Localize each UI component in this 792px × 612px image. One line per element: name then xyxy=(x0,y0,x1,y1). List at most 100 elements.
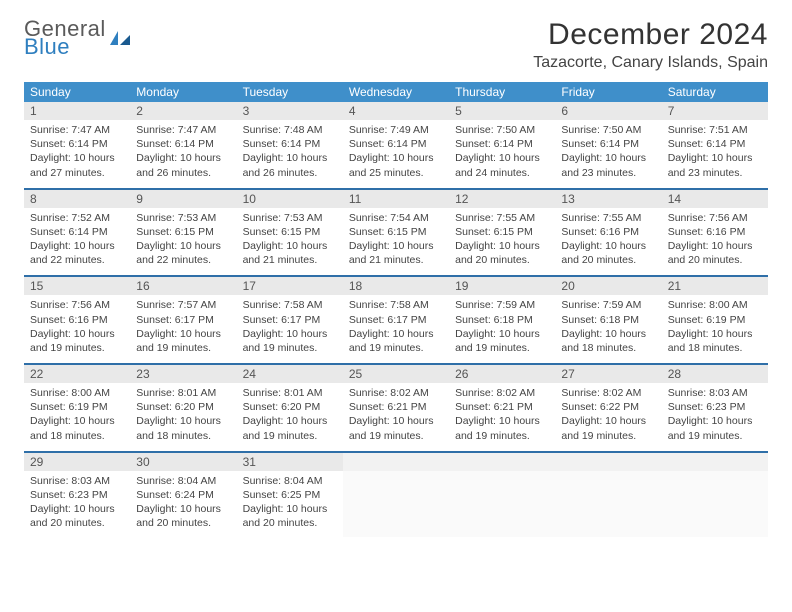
week-row: 1Sunrise: 7:47 AMSunset: 6:14 PMDaylight… xyxy=(24,102,768,189)
dow-label: Monday xyxy=(136,85,179,99)
day-number: 12 xyxy=(449,190,555,208)
sails-icon xyxy=(108,29,132,47)
daylight-line: Daylight: 10 hours and 19 minutes. xyxy=(349,414,443,442)
day-number xyxy=(555,453,661,471)
sunrise-line: Sunrise: 8:02 AM xyxy=(349,386,443,400)
sunrise-line: Sunrise: 7:52 AM xyxy=(30,211,124,225)
sunset-line: Sunset: 6:17 PM xyxy=(349,313,443,327)
day-number: 9 xyxy=(130,190,236,208)
daylight-line: Daylight: 10 hours and 20 minutes. xyxy=(243,502,337,530)
day-cell: 6Sunrise: 7:50 AMSunset: 6:14 PMDaylight… xyxy=(555,102,661,189)
day-cell: 28Sunrise: 8:03 AMSunset: 6:23 PMDayligh… xyxy=(662,364,768,452)
day-number: 1 xyxy=(24,102,130,120)
sunset-line: Sunset: 6:22 PM xyxy=(561,400,655,414)
day-cell: 7Sunrise: 7:51 AMSunset: 6:14 PMDaylight… xyxy=(662,102,768,189)
sunrise-line: Sunrise: 7:47 AM xyxy=(30,123,124,137)
day-number xyxy=(449,453,555,471)
day-cell: 31Sunrise: 8:04 AMSunset: 6:25 PMDayligh… xyxy=(237,452,343,539)
day-number: 3 xyxy=(237,102,343,120)
week-row: 15Sunrise: 7:56 AMSunset: 6:16 PMDayligh… xyxy=(24,276,768,364)
title-block: December 2024 Tazacorte, Canary Islands,… xyxy=(533,18,768,72)
sunset-line: Sunset: 6:16 PM xyxy=(30,313,124,327)
dow-row: SundayMondayTuesdayWednesdayThursdayFrid… xyxy=(24,82,768,102)
day-number: 28 xyxy=(662,365,768,383)
daylight-line: Daylight: 10 hours and 19 minutes. xyxy=(349,327,443,355)
day-body: Sunrise: 7:53 AMSunset: 6:15 PMDaylight:… xyxy=(130,208,236,276)
sunset-line: Sunset: 6:14 PM xyxy=(243,137,337,151)
dow-label: Thursday xyxy=(455,85,505,99)
sunrise-line: Sunrise: 8:04 AM xyxy=(243,474,337,488)
day-cell: 29Sunrise: 8:03 AMSunset: 6:23 PMDayligh… xyxy=(24,452,130,539)
sunset-line: Sunset: 6:23 PM xyxy=(30,488,124,502)
day-number: 25 xyxy=(343,365,449,383)
day-body: Sunrise: 7:50 AMSunset: 6:14 PMDaylight:… xyxy=(449,120,555,188)
sunset-line: Sunset: 6:20 PM xyxy=(136,400,230,414)
sunrise-line: Sunrise: 7:50 AM xyxy=(455,123,549,137)
day-number: 18 xyxy=(343,277,449,295)
sunset-line: Sunset: 6:15 PM xyxy=(136,225,230,239)
day-body: Sunrise: 8:02 AMSunset: 6:21 PMDaylight:… xyxy=(449,383,555,451)
day-body: Sunrise: 7:47 AMSunset: 6:14 PMDaylight:… xyxy=(130,120,236,188)
sunrise-line: Sunrise: 7:58 AM xyxy=(243,298,337,312)
dow-cell: Wednesday xyxy=(343,82,449,102)
day-body: Sunrise: 7:59 AMSunset: 6:18 PMDaylight:… xyxy=(555,295,661,363)
day-cell: 1Sunrise: 7:47 AMSunset: 6:14 PMDaylight… xyxy=(24,102,130,189)
daylight-line: Daylight: 10 hours and 26 minutes. xyxy=(243,151,337,179)
sunset-line: Sunset: 6:14 PM xyxy=(349,137,443,151)
daylight-line: Daylight: 10 hours and 21 minutes. xyxy=(349,239,443,267)
day-cell: 27Sunrise: 8:02 AMSunset: 6:22 PMDayligh… xyxy=(555,364,661,452)
day-body xyxy=(449,471,555,537)
sunset-line: Sunset: 6:14 PM xyxy=(668,137,762,151)
day-body: Sunrise: 7:55 AMSunset: 6:15 PMDaylight:… xyxy=(449,208,555,276)
day-number xyxy=(343,453,449,471)
sunset-line: Sunset: 6:14 PM xyxy=(136,137,230,151)
dow-label: Wednesday xyxy=(349,85,412,99)
day-number: 16 xyxy=(130,277,236,295)
sunset-line: Sunset: 6:14 PM xyxy=(30,137,124,151)
sunrise-line: Sunrise: 8:00 AM xyxy=(30,386,124,400)
day-body: Sunrise: 7:58 AMSunset: 6:17 PMDaylight:… xyxy=(237,295,343,363)
sunrise-line: Sunrise: 7:58 AM xyxy=(349,298,443,312)
day-body: Sunrise: 7:53 AMSunset: 6:15 PMDaylight:… xyxy=(237,208,343,276)
day-body: Sunrise: 8:02 AMSunset: 6:22 PMDaylight:… xyxy=(555,383,661,451)
day-number: 24 xyxy=(237,365,343,383)
day-body: Sunrise: 8:01 AMSunset: 6:20 PMDaylight:… xyxy=(130,383,236,451)
week-row: 22Sunrise: 8:00 AMSunset: 6:19 PMDayligh… xyxy=(24,364,768,452)
sunset-line: Sunset: 6:16 PM xyxy=(561,225,655,239)
daylight-line: Daylight: 10 hours and 19 minutes. xyxy=(455,414,549,442)
empty-cell xyxy=(555,452,661,539)
sunset-line: Sunset: 6:15 PM xyxy=(243,225,337,239)
sunset-line: Sunset: 6:19 PM xyxy=(668,313,762,327)
daylight-line: Daylight: 10 hours and 20 minutes. xyxy=(561,239,655,267)
dow-cell: Tuesday xyxy=(237,82,343,102)
sunset-line: Sunset: 6:17 PM xyxy=(243,313,337,327)
sunrise-line: Sunrise: 7:57 AM xyxy=(136,298,230,312)
week-row: 29Sunrise: 8:03 AMSunset: 6:23 PMDayligh… xyxy=(24,452,768,539)
sunset-line: Sunset: 6:19 PM xyxy=(30,400,124,414)
sunset-line: Sunset: 6:15 PM xyxy=(349,225,443,239)
day-cell: 15Sunrise: 7:56 AMSunset: 6:16 PMDayligh… xyxy=(24,276,130,364)
day-number: 13 xyxy=(555,190,661,208)
day-body: Sunrise: 8:00 AMSunset: 6:19 PMDaylight:… xyxy=(24,383,130,451)
sunrise-line: Sunrise: 8:04 AM xyxy=(136,474,230,488)
day-body: Sunrise: 7:48 AMSunset: 6:14 PMDaylight:… xyxy=(237,120,343,188)
day-cell: 3Sunrise: 7:48 AMSunset: 6:14 PMDaylight… xyxy=(237,102,343,189)
daylight-line: Daylight: 10 hours and 20 minutes. xyxy=(668,239,762,267)
sunrise-line: Sunrise: 7:56 AM xyxy=(30,298,124,312)
daylight-line: Daylight: 10 hours and 18 minutes. xyxy=(136,414,230,442)
day-number: 6 xyxy=(555,102,661,120)
day-body: Sunrise: 8:02 AMSunset: 6:21 PMDaylight:… xyxy=(343,383,449,451)
day-cell: 14Sunrise: 7:56 AMSunset: 6:16 PMDayligh… xyxy=(662,189,768,277)
day-cell: 20Sunrise: 7:59 AMSunset: 6:18 PMDayligh… xyxy=(555,276,661,364)
sunrise-line: Sunrise: 7:49 AM xyxy=(349,123,443,137)
sunset-line: Sunset: 6:14 PM xyxy=(455,137,549,151)
day-cell: 11Sunrise: 7:54 AMSunset: 6:15 PMDayligh… xyxy=(343,189,449,277)
sunrise-line: Sunrise: 8:02 AM xyxy=(455,386,549,400)
sunrise-line: Sunrise: 7:50 AM xyxy=(561,123,655,137)
day-cell: 12Sunrise: 7:55 AMSunset: 6:15 PMDayligh… xyxy=(449,189,555,277)
day-number: 7 xyxy=(662,102,768,120)
sunset-line: Sunset: 6:14 PM xyxy=(561,137,655,151)
sunrise-line: Sunrise: 7:53 AM xyxy=(243,211,337,225)
daylight-line: Daylight: 10 hours and 22 minutes. xyxy=(136,239,230,267)
day-number: 17 xyxy=(237,277,343,295)
